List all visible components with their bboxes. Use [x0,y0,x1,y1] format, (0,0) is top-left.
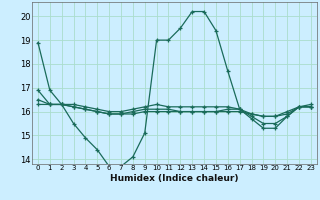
X-axis label: Humidex (Indice chaleur): Humidex (Indice chaleur) [110,174,239,183]
